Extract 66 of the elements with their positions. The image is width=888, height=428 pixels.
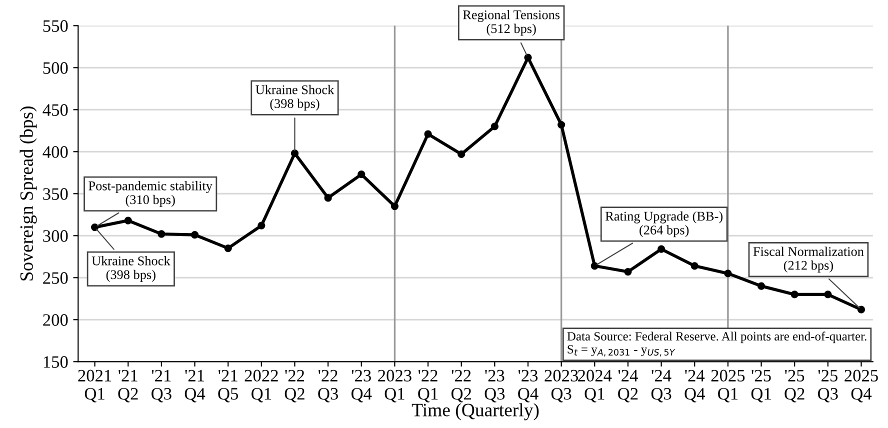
point bbox=[190, 231, 199, 239]
x-tick-label: '23 Q4 bbox=[518, 370, 538, 402]
point bbox=[690, 262, 698, 270]
point bbox=[857, 306, 866, 314]
x-tick-label: '25 Q1 bbox=[751, 370, 771, 402]
y-tick-label: 150 bbox=[44, 356, 68, 368]
point bbox=[558, 120, 566, 129]
x-tick-label: 2023 Q3 bbox=[544, 370, 578, 402]
x-tick-label: '22 Q2 bbox=[451, 370, 472, 402]
x-axis-title: Time (Quarterly) bbox=[412, 403, 539, 420]
point bbox=[224, 244, 232, 252]
annotation: Ukraine Shock (398 bps) bbox=[92, 256, 170, 282]
point bbox=[290, 150, 299, 158]
annotation: Rating Upgrade (BB-) (264 bps) bbox=[605, 211, 723, 238]
x-tick-label: '24 Q4 bbox=[684, 370, 705, 402]
x-tick-label: '23 Q3 bbox=[484, 370, 505, 402]
y-tick-label: 500 bbox=[43, 62, 68, 74]
y-tick-label: 250 bbox=[43, 272, 68, 284]
x-tick-label: '22 Q2 bbox=[284, 370, 304, 402]
y-axis-title: Sovereign Spread (bps) bbox=[20, 106, 37, 280]
annotation: Regional Tensions (512 bps) bbox=[463, 10, 560, 36]
x-tick-label: '21 Q4 bbox=[184, 370, 206, 402]
annotation: Post-pandemic stability (310 bps) bbox=[88, 181, 212, 207]
x-tick-label: '22 Q3 bbox=[318, 370, 338, 402]
x-tick-label: '25 Q2 bbox=[784, 370, 804, 402]
point bbox=[724, 270, 732, 278]
y-tick-label: 200 bbox=[43, 314, 68, 326]
x-tick-label: 2023 Q1 bbox=[378, 370, 412, 402]
point bbox=[790, 290, 798, 298]
y-tick-label: 450 bbox=[42, 104, 68, 116]
x-tick-label: '22 Q1 bbox=[418, 370, 438, 402]
point bbox=[657, 245, 666, 253]
x-tick-label: '25 Q3 bbox=[818, 370, 838, 402]
annotation: Data Source: Federal Reserve. All points are end-of-quarter. S$_{t}$ = y$_{A,2031}$ - y$_{US,5Y}$ bbox=[567, 332, 866, 356]
x-tick-label: '23 Q4 bbox=[351, 370, 372, 402]
point bbox=[390, 202, 399, 210]
x-tick-label: '24 Q2 bbox=[618, 370, 638, 402]
point bbox=[424, 130, 432, 138]
point bbox=[458, 150, 466, 158]
point bbox=[524, 54, 532, 62]
point bbox=[124, 216, 132, 224]
x-tick-label: 2025 Q1 bbox=[711, 370, 745, 402]
x-tick-label: '24 Q3 bbox=[651, 370, 672, 402]
y-tick-label: 400 bbox=[42, 146, 68, 158]
x-tick-label: 2025 Q4 bbox=[844, 370, 878, 402]
y-tick-label: 550 bbox=[43, 20, 68, 32]
x-tick-label: '21 Q5 bbox=[218, 370, 238, 402]
x-tick-label: '21 Q3 bbox=[152, 370, 172, 402]
point bbox=[490, 122, 499, 130]
annotation: Ukraine Shock (398 bps) bbox=[256, 84, 334, 111]
point bbox=[324, 194, 332, 202]
y-tick-label: 350 bbox=[43, 188, 68, 200]
point bbox=[757, 282, 766, 290]
annotation: Fiscal Normalization (212 bps) bbox=[753, 246, 864, 272]
point bbox=[624, 268, 632, 276]
x-tick-label: '21 Q2 bbox=[118, 370, 138, 402]
point bbox=[590, 262, 598, 270]
point bbox=[358, 170, 366, 178]
point bbox=[258, 222, 266, 230]
x-tick-label: 2022 Q1 bbox=[244, 370, 278, 402]
x-tick-label: 2021 Q1 bbox=[78, 370, 112, 402]
y-tick-label: 300 bbox=[43, 230, 68, 242]
x-tick-label: 2024 Q1 bbox=[578, 370, 612, 402]
point bbox=[158, 230, 166, 238]
point bbox=[824, 290, 832, 298]
point bbox=[90, 223, 99, 232]
